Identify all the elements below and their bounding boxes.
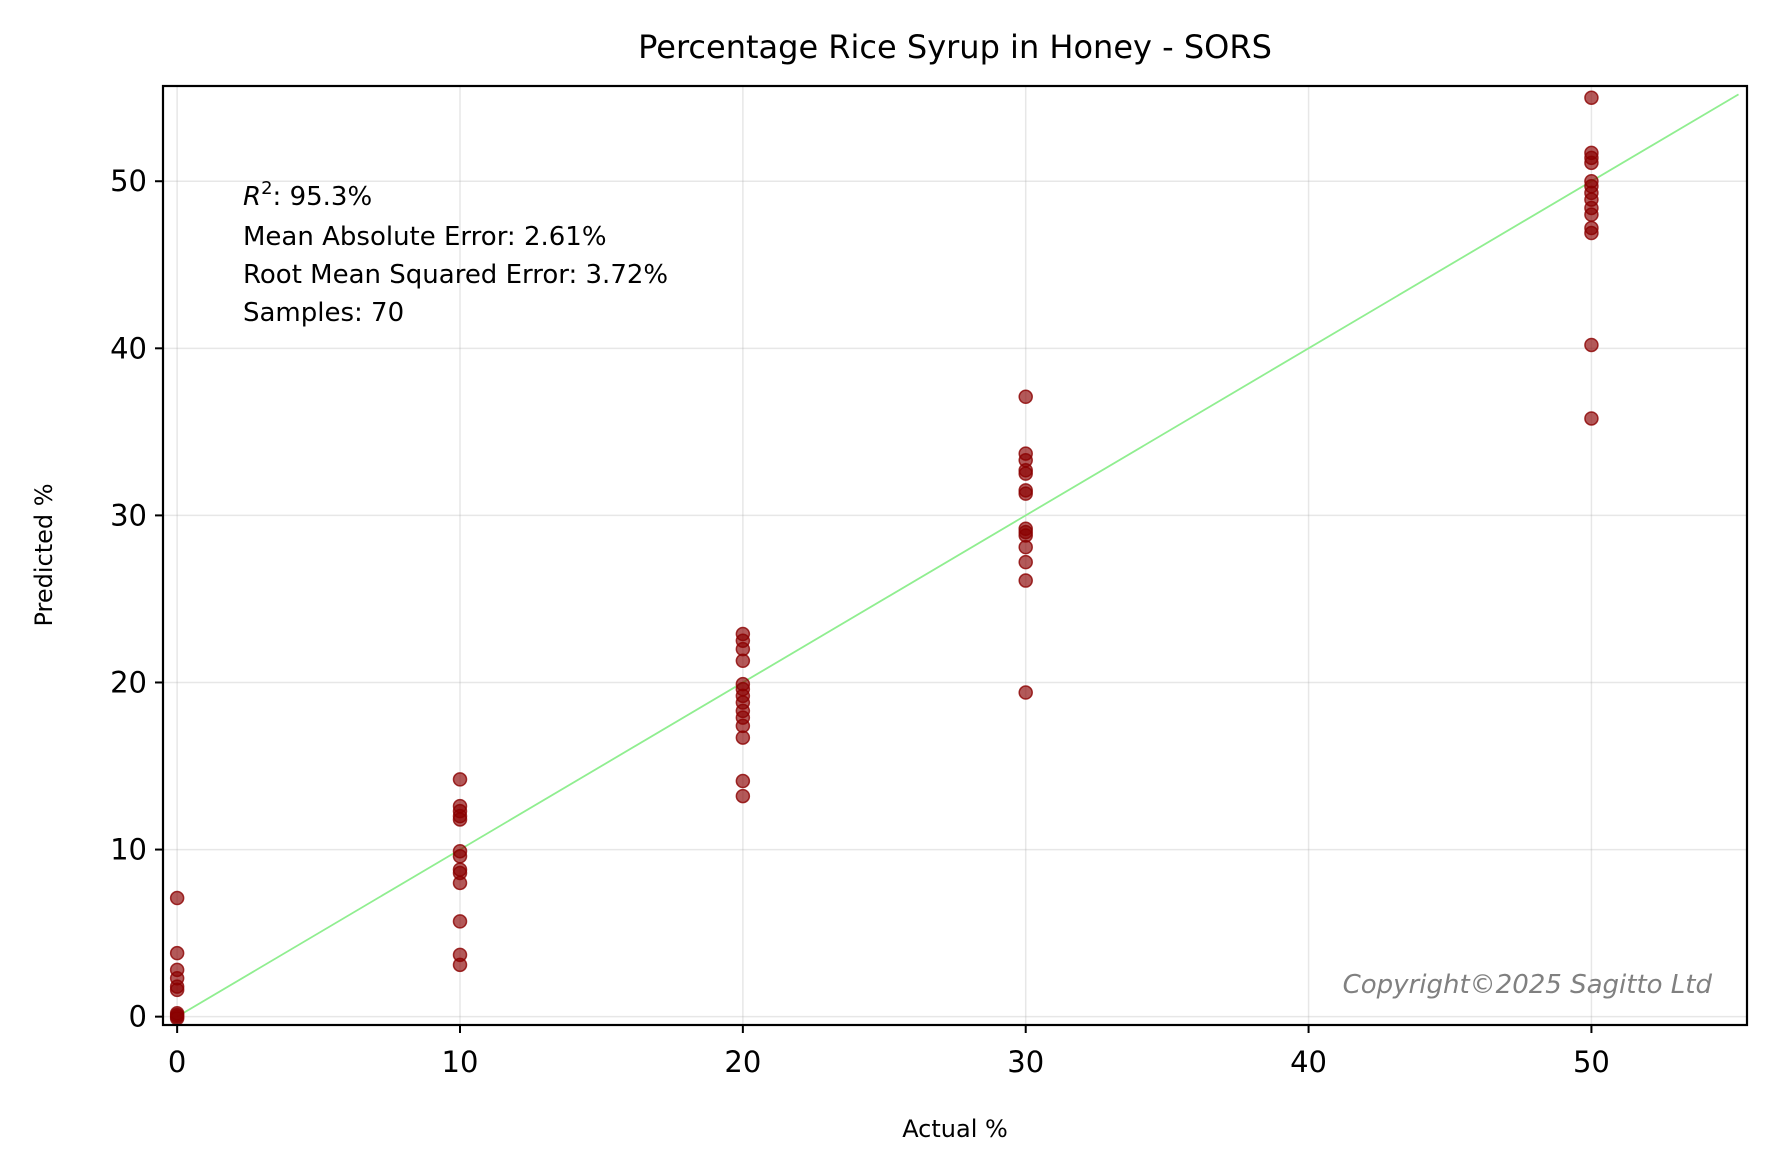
samples-stat: Samples: 70 [243, 298, 404, 328]
y-tick-label: 40 [110, 331, 147, 365]
x-tick-label: 20 [724, 1045, 761, 1079]
data-point [1584, 225, 1599, 241]
data-point [1018, 554, 1033, 570]
chart-title: Percentage Rice Syrup in Honey - SORS [638, 28, 1272, 66]
x-tick-label: 50 [1573, 1045, 1610, 1079]
data-point [169, 890, 185, 906]
x-tick-label: 30 [1007, 1045, 1044, 1079]
data-point [1584, 155, 1599, 171]
y-tick-label: 0 [129, 1000, 147, 1034]
y-tick-label: 30 [110, 498, 147, 532]
y-tick-label: 20 [110, 665, 147, 699]
data-point [1018, 685, 1033, 700]
x-tick-label: 40 [1290, 1045, 1327, 1079]
data-point [1018, 389, 1033, 405]
x-tick-label: 0 [168, 1045, 186, 1079]
x-tick-label: 10 [442, 1045, 479, 1079]
y-axis-ticks: 0 10 20 30 40 50 [110, 164, 163, 1034]
data-point [169, 945, 185, 961]
data-point [169, 1011, 185, 1026]
rmse-stat: Root Mean Squared Error: 3.72% [243, 260, 668, 290]
data-point [735, 730, 751, 745]
data-point [1584, 207, 1599, 222]
data-point [452, 848, 468, 864]
data-point [1018, 539, 1033, 555]
plot-frame [161, 84, 1749, 1027]
data-point [1584, 90, 1599, 105]
copyright-text: Copyright©2025 Sagitto Ltd [1343, 970, 1713, 1000]
x-axis-label: Actual % [902, 1115, 1008, 1143]
y-tick-label: 10 [110, 833, 147, 867]
stats-annotation: R2: 95.3% Mean Absolute Error: 2.61% Roo… [243, 178, 668, 328]
data-point [452, 957, 468, 973]
grid-lines [163, 86, 1747, 1025]
data-points [169, 90, 1599, 1026]
data-point [452, 772, 468, 787]
data-point [1584, 411, 1599, 426]
r2-stat: R2: 95.3% [243, 178, 372, 212]
data-point [169, 982, 185, 998]
data-point [452, 875, 468, 891]
data-point [735, 788, 751, 804]
x-axis-ticks: 0 10 20 30 40 50 [168, 1025, 1610, 1079]
data-point [1018, 466, 1033, 481]
data-point [1584, 337, 1599, 353]
reference-line [176, 93, 1739, 1018]
data-point [1018, 486, 1033, 501]
mae-stat: Mean Absolute Error: 2.61% [243, 222, 607, 252]
y-axis-label: Predicted % [30, 483, 58, 626]
data-point [452, 914, 468, 929]
data-point [735, 653, 751, 669]
y-tick-label: 50 [110, 164, 147, 198]
data-point [1018, 573, 1033, 588]
r2-value: 95.3% [290, 182, 373, 212]
data-point [735, 773, 751, 789]
data-point [452, 812, 468, 827]
